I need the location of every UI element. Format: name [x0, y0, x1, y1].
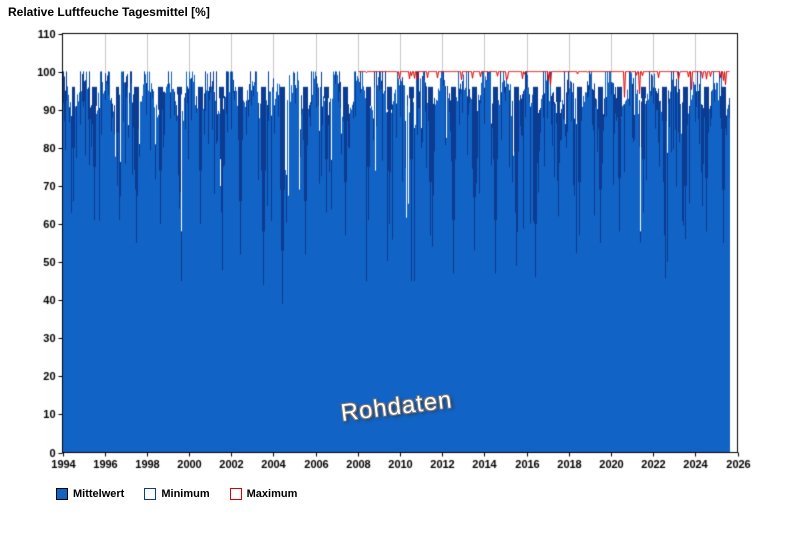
legend-item-maximum: Maximum — [229, 488, 298, 500]
minimum-swatch-icon — [144, 488, 157, 500]
chart-legend: Mittelwert Minimum Maximum — [56, 488, 297, 500]
legend-label-mittelwert: Mittelwert — [73, 488, 125, 500]
legend-item-mittelwert: Mittelwert — [56, 488, 124, 500]
legend-item-minimum: Minimum — [144, 488, 210, 500]
legend-label-minimum: Minimum — [161, 488, 210, 500]
chart-title: Relative Luftfeuche Tagesmittel [%] — [8, 5, 210, 19]
legend-label-maximum: Maximum — [246, 488, 298, 500]
mittelwert-swatch-icon — [56, 488, 68, 500]
maximum-swatch-icon — [229, 488, 242, 500]
